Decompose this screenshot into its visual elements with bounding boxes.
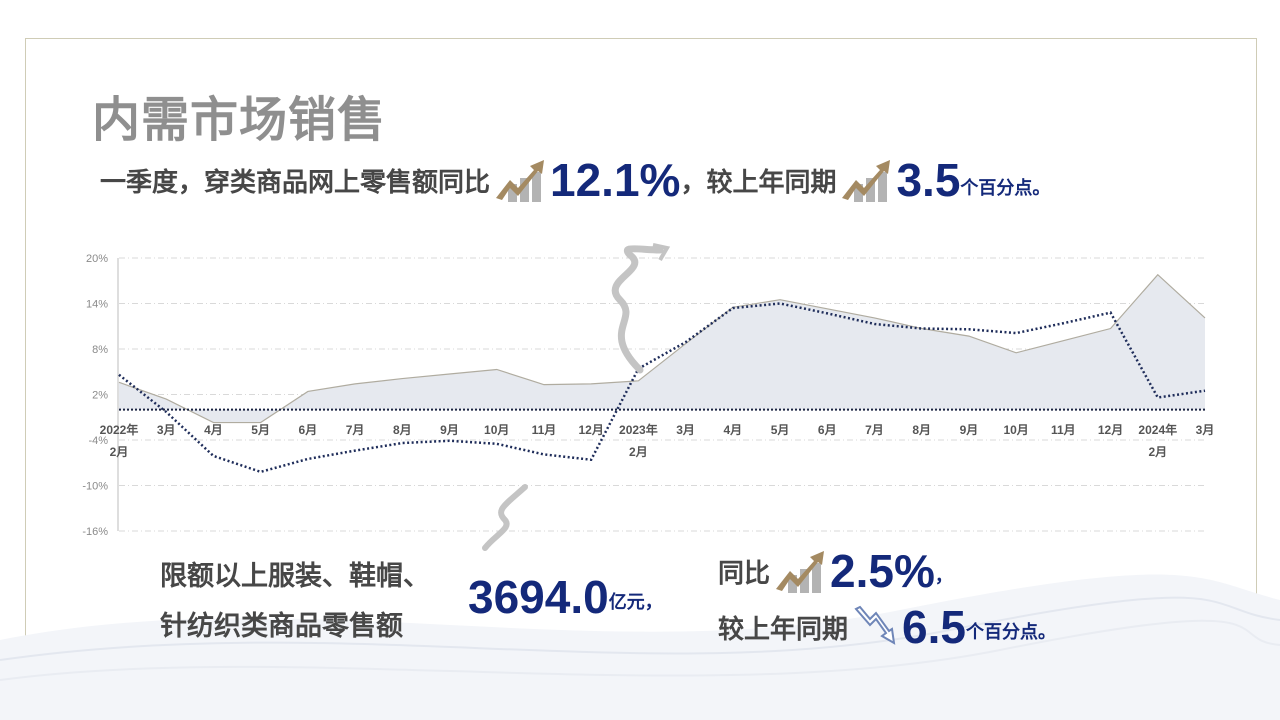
yoy-value: 2.5% xyxy=(830,545,935,597)
decorative-arrow-down xyxy=(482,484,528,551)
x-tick-label: 2月 xyxy=(629,445,648,459)
compare-unit: 个百分点。 xyxy=(965,622,1056,643)
x-tick-label: 7月 xyxy=(865,423,884,437)
x-tick-label: 10月 xyxy=(1003,423,1028,437)
x-tick-label: 2023年 xyxy=(619,422,658,437)
x-tick-label: 11月 xyxy=(1051,423,1076,437)
y-tick-label: 2% xyxy=(92,390,108,402)
x-tick-label: 5月 xyxy=(251,423,270,437)
decorative-arrow-up xyxy=(611,245,664,374)
growth-value: 12.1% xyxy=(550,154,681,206)
x-tick-label: 5月 xyxy=(771,423,790,437)
area-series-line xyxy=(118,273,1206,424)
y-tick-label: 8% xyxy=(92,344,108,356)
x-tick-label: 8月 xyxy=(393,423,412,437)
y-tick-label: -16% xyxy=(82,526,108,538)
yoy-label: 同比 xyxy=(718,558,771,589)
amount: 3694.0 亿元， xyxy=(468,570,663,624)
x-tick-label: 3月 xyxy=(676,423,695,437)
falling-arrow-icon xyxy=(854,605,896,645)
compare-value: 6.5 xyxy=(902,601,966,653)
x-tick-label: 6月 xyxy=(818,423,837,437)
y-tick-label: -4% xyxy=(88,435,108,447)
x-tick-label: 2022年 xyxy=(100,422,139,437)
x-tick-label: 7月 xyxy=(346,423,365,437)
rising-arrow-chart-icon xyxy=(842,160,891,202)
y-tick-label: -10% xyxy=(82,481,108,493)
headline-prefix: 一季度，穿类商品网上零售额同比 xyxy=(100,167,491,198)
x-tick-label: 9月 xyxy=(440,423,459,437)
amount-value: 3694.0 xyxy=(468,571,609,623)
headline-mid: ，较上年同期 xyxy=(680,167,837,198)
x-tick-label: 6月 xyxy=(299,423,318,437)
x-tick-label: 4月 xyxy=(723,423,742,437)
yoy-row: 同比 2.5% ， xyxy=(718,544,953,598)
decorative-wave-background xyxy=(0,574,1280,720)
x-tick-label: 11月 xyxy=(532,423,557,437)
compare-row: 较上年同期 6.5 个百分点。 xyxy=(718,600,1056,654)
dotted-series-line xyxy=(118,302,1206,474)
area-series-fill xyxy=(119,274,1205,423)
page-title: 内需市场销售 xyxy=(92,92,387,148)
delta-unit: 个百分点。 xyxy=(960,178,1051,199)
x-tick-label: 12月 xyxy=(578,423,603,437)
headline: 一季度，穿类商品网上零售额同比 12.1% ，较上年同期 3.5 个百分点。 xyxy=(100,150,1050,210)
x-tick-label: 9月 xyxy=(960,423,979,437)
x-tick-label: 2月 xyxy=(1148,445,1167,459)
bottom-label-line2: 针纺织类商品零售额 xyxy=(160,611,403,642)
yoy-suffix: ， xyxy=(934,566,953,587)
rising-arrow-chart-icon xyxy=(496,160,545,202)
bottom-label-line1: 限额以上服装、鞋帽、 xyxy=(160,561,430,592)
amount-unit: 亿元， xyxy=(608,592,663,613)
x-tick-label: 12月 xyxy=(1098,423,1123,437)
y-tick-label: 14% xyxy=(86,299,108,311)
bottom-label: 限额以上服装、鞋帽、 针纺织类商品零售额 xyxy=(160,552,430,652)
x-tick-label: 2024年 xyxy=(1138,422,1177,437)
x-tick-label: 10月 xyxy=(484,423,509,437)
x-tick-label: 3月 xyxy=(1196,423,1215,437)
x-tick-label: 3月 xyxy=(157,423,176,437)
x-tick-label: 4月 xyxy=(204,423,223,437)
arrow-head-up xyxy=(652,243,671,262)
delta-value: 3.5 xyxy=(896,154,961,206)
y-tick-label: 20% xyxy=(86,253,108,265)
x-tick-label: 2月 xyxy=(110,445,129,459)
x-tick-label: 8月 xyxy=(912,423,931,437)
rising-arrow-chart-icon xyxy=(776,551,825,593)
compare-label: 较上年同期 xyxy=(718,614,849,645)
